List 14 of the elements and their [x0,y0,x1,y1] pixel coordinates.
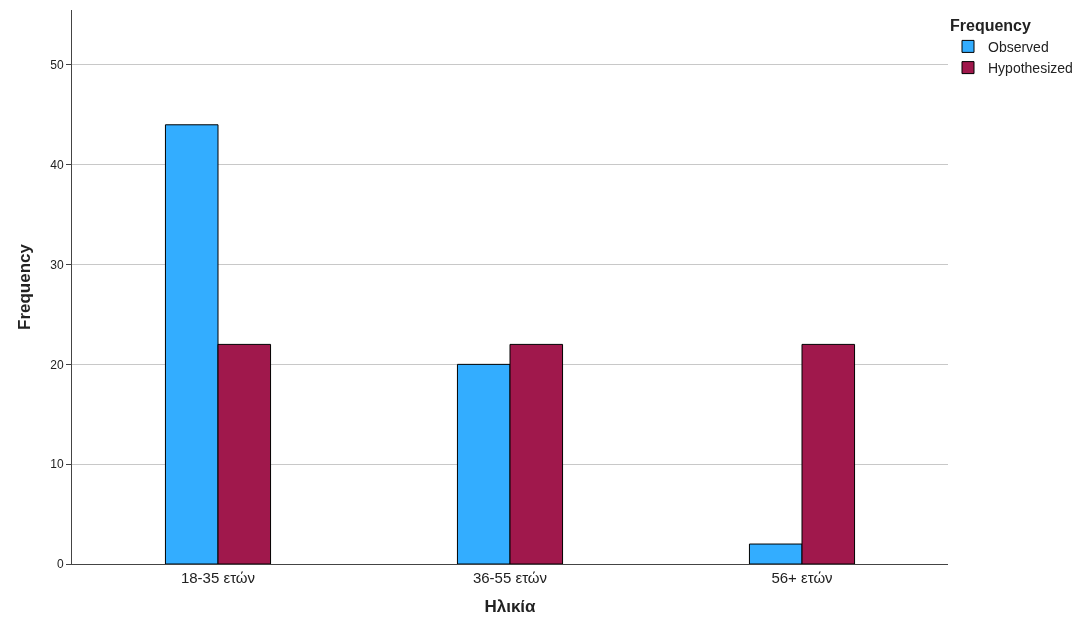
x-tick-label: 56+ ετών [771,569,833,586]
y-tick-label: 10 [50,457,64,472]
legend-label: Observed [988,38,1049,55]
y-tick-label: 0 [56,557,64,572]
x-tick-label: 36-55 ετών [472,569,548,586]
x-tick-label: 18-35 ετών [180,569,256,586]
y-tick-label: 30 [50,257,64,272]
y-tick-label: 20 [50,357,64,372]
y-tick-label: 40 [50,157,64,172]
legend-title: Frequency [950,16,1032,34]
legend-label: Hypothesized [988,60,1073,77]
y-axis-title: Frequency [14,243,34,330]
x-axis-title: Ηλικία [484,597,537,617]
y-tick-label: 50 [50,58,64,73]
